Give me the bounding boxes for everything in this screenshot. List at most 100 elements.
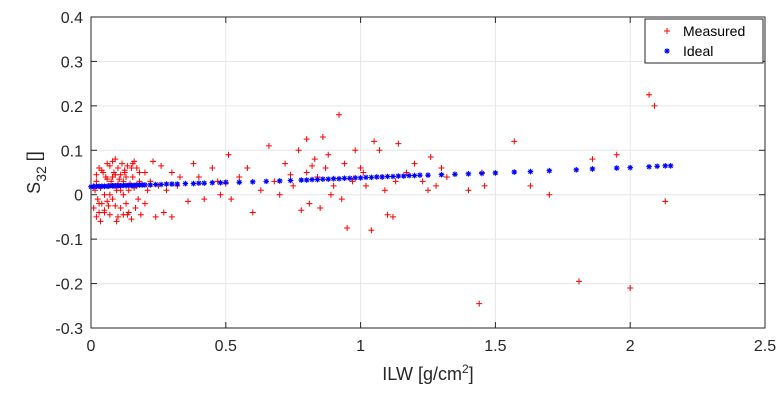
data-point-measured <box>336 111 343 118</box>
legend: Measured Ideal <box>644 18 764 64</box>
y-axis-title-main: S <box>24 182 44 194</box>
y-tick-label: 0.1 <box>61 143 83 160</box>
data-point-ideal <box>330 175 337 182</box>
data-point-measured <box>94 196 101 203</box>
data-point-measured <box>244 165 251 172</box>
data-point-measured <box>349 178 356 185</box>
data-point-measured <box>282 160 289 167</box>
data-point-measured <box>117 171 124 178</box>
x-axis-title-main: ILW [g/cm <box>382 364 462 384</box>
data-point-measured <box>303 169 310 176</box>
data-point-measured <box>317 205 324 212</box>
data-point-measured <box>411 160 418 167</box>
data-point-measured <box>124 211 131 218</box>
data-point-measured <box>443 173 450 180</box>
data-point-ideal <box>314 176 321 183</box>
data-point-measured <box>368 227 375 234</box>
data-point-measured <box>627 285 634 292</box>
data-point-ideal <box>646 163 652 170</box>
data-point-measured <box>427 153 434 160</box>
data-point-ideal <box>249 179 256 185</box>
y-axis-title: S32 [] <box>24 151 49 194</box>
data-point-measured <box>322 165 329 172</box>
data-point-ideal <box>217 179 224 186</box>
data-point-measured <box>249 209 256 216</box>
legend-box <box>644 18 764 64</box>
data-point-measured <box>236 173 243 180</box>
legend-label-ideal: Ideal <box>683 43 713 59</box>
data-point-measured <box>357 165 364 172</box>
data-point-measured <box>352 147 359 154</box>
data-point-measured <box>141 200 148 207</box>
data-point-ideal <box>613 165 620 171</box>
data-point-measured <box>124 162 131 169</box>
y-tick-label: -0.3 <box>55 321 83 338</box>
data-point-ideal <box>169 181 175 187</box>
data-point-measured <box>113 218 120 225</box>
axis-ticks: 0 0.5 1 1.5 2 2.5 -0.3 -0.2 -0.1 0 0.1 0.2 0.3 0.4 <box>55 10 776 355</box>
data-point-ideal <box>406 172 412 179</box>
y-axis-title-sub: 32 <box>33 166 49 182</box>
data-point-measured <box>176 173 183 180</box>
data-point-ideal <box>395 173 402 179</box>
data-point-ideal <box>190 180 197 187</box>
data-point-measured <box>112 156 119 163</box>
data-point-measured <box>112 171 119 178</box>
data-point-ideal <box>363 174 369 181</box>
data-point-measured <box>389 213 396 220</box>
data-point-measured <box>290 182 297 189</box>
data-point-measured <box>117 205 124 212</box>
data-point-ideal <box>287 177 294 184</box>
data-point-ideal <box>309 176 315 183</box>
data-point-measured <box>132 205 139 212</box>
data-point-measured <box>119 160 126 167</box>
data-point-ideal <box>511 169 518 175</box>
data-point-ideal <box>373 174 380 180</box>
data-point-ideal <box>589 166 596 172</box>
x-tick-label: 0.5 <box>215 338 237 355</box>
data-point-ideal <box>223 179 229 186</box>
data-point-ideal <box>352 175 359 181</box>
data-point-measured <box>114 165 121 172</box>
data-point-ideal <box>276 178 283 184</box>
data-point-ideal <box>158 181 164 188</box>
data-point-measured <box>104 198 111 205</box>
data-point-measured <box>108 178 115 185</box>
y-tick-label: -0.2 <box>55 277 83 294</box>
data-point-measured <box>93 178 100 185</box>
data-point-measured <box>330 182 337 189</box>
data-point-measured <box>419 178 426 185</box>
data-point-measured <box>120 191 127 198</box>
data-point-measured <box>96 200 103 207</box>
data-point-measured <box>438 165 445 172</box>
data-point-ideal <box>667 163 674 169</box>
data-point-measured <box>123 200 130 207</box>
data-point-measured <box>90 205 97 212</box>
data-point-measured <box>360 169 367 176</box>
data-point-measured <box>109 196 116 203</box>
data-point-measured <box>298 207 305 214</box>
data-point-ideal <box>182 180 189 187</box>
data-point-ideal <box>152 181 159 188</box>
data-point-measured <box>128 165 135 172</box>
data-point-ideal <box>341 175 348 182</box>
data-point-measured <box>93 171 100 178</box>
data-point-ideal <box>196 180 202 186</box>
data-point-measured <box>129 160 136 167</box>
data-point-measured <box>265 142 272 149</box>
data-point-measured <box>465 187 472 194</box>
data-point-measured <box>125 187 132 194</box>
data-point-measured <box>163 187 170 194</box>
data-point-measured <box>425 187 431 194</box>
data-point-measured <box>257 187 264 194</box>
data-point-measured <box>527 182 534 189</box>
data-point-measured <box>123 173 130 180</box>
data-point-measured <box>201 196 208 203</box>
data-point-ideal <box>320 176 326 182</box>
data-point-ideal <box>662 163 669 169</box>
data-point-measured <box>309 162 316 169</box>
plot-area <box>90 16 766 329</box>
data-point-ideal <box>479 170 485 177</box>
data-point-measured <box>152 213 159 220</box>
data-point-measured <box>150 158 157 165</box>
